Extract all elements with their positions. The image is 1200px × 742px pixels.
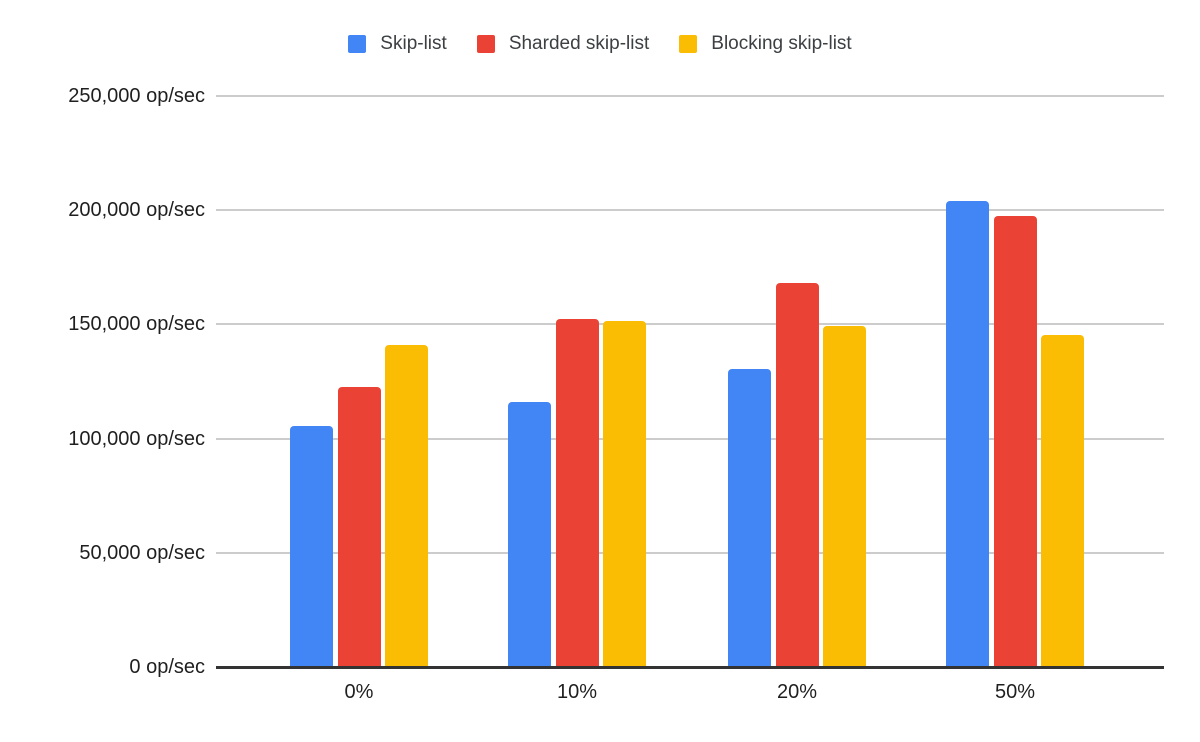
bar [555, 318, 599, 667]
legend-item: Sharded skip-list [476, 33, 650, 55]
legend-label: Sharded skip-list [508, 33, 650, 54]
bar [290, 426, 333, 667]
x-axis-tick-label: 10% [556, 681, 598, 703]
bar [1041, 334, 1084, 667]
gridline [216, 209, 1164, 212]
y-axis-tick-label: 50,000 op/sec [79, 541, 205, 564]
bar [775, 283, 819, 667]
bar [603, 320, 646, 667]
bar [337, 387, 381, 667]
y-axis-tick-label: 200,000 op/sec [68, 199, 205, 222]
bar [823, 325, 866, 667]
legend-item: Skip-list [348, 33, 447, 55]
legend: Skip-list Sharded skip-list Blocking skip-… [0, 33, 1200, 55]
bar [508, 402, 551, 667]
x-axis-tick-label: 0% [344, 681, 374, 703]
bar [946, 201, 989, 667]
legend-swatch-icon [476, 35, 495, 53]
bar [385, 344, 428, 667]
bar [728, 368, 771, 667]
legend-swatch-icon [348, 35, 367, 53]
legend-swatch-icon [679, 35, 698, 53]
y-axis-tick-label: 150,000 op/sec [68, 313, 205, 336]
y-axis-tick-label: 0 op/sec [129, 656, 205, 678]
x-axis-tick-label: 20% [776, 681, 818, 703]
gridline [216, 437, 1164, 440]
legend-label: Skip-list [380, 33, 447, 54]
x-axis-line [216, 666, 1164, 669]
y-axis-tick-label: 250,000 op/sec [68, 85, 205, 107]
legend-item: Blocking skip-list [679, 33, 852, 55]
bar [993, 215, 1037, 667]
gridline [216, 323, 1164, 326]
y-axis-tick-label: 100,000 op/sec [68, 427, 205, 450]
legend-label: Blocking skip-list [711, 33, 852, 54]
gridline [216, 95, 1164, 97]
gridline [216, 551, 1164, 554]
x-axis-tick-label: 50% [994, 681, 1036, 703]
